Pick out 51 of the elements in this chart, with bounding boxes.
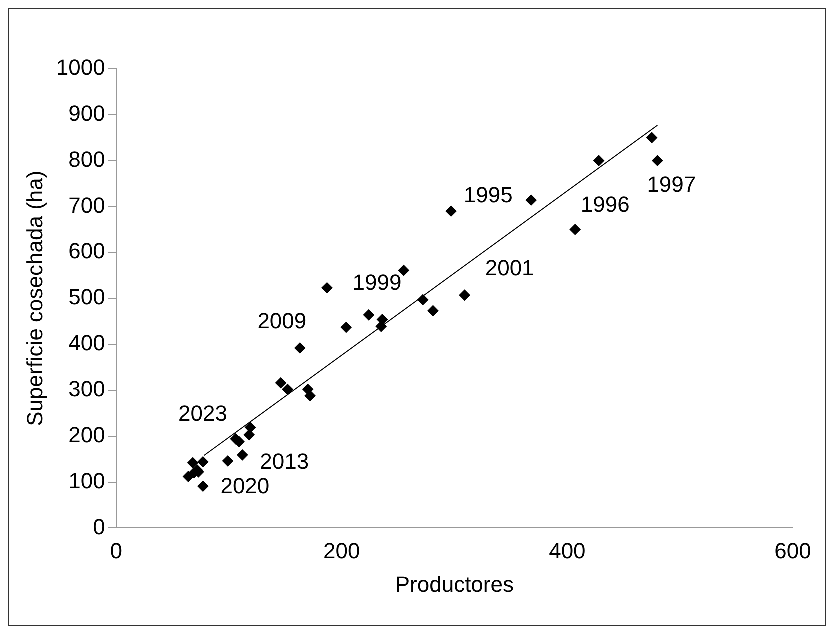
annotation: 2020	[220, 473, 270, 498]
point	[222, 456, 234, 467]
point	[446, 206, 457, 217]
point	[398, 265, 410, 276]
annotation: 1996	[580, 192, 630, 217]
point	[652, 155, 664, 166]
point	[428, 306, 439, 316]
y-tick-label: 400	[68, 330, 106, 356]
y-tick-label: 900	[68, 100, 106, 126]
point	[646, 132, 658, 144]
point	[376, 321, 387, 332]
y-tick-label: 600	[68, 238, 106, 264]
y-tick-label: 100	[68, 468, 106, 494]
x-tick-label: 0	[110, 538, 122, 564]
y-tick-label: 0	[93, 514, 106, 540]
annotation: 1997	[647, 172, 696, 197]
point	[363, 310, 374, 321]
y-tick-label: 800	[68, 146, 106, 172]
annotation: 1999	[352, 270, 402, 296]
point	[198, 480, 209, 492]
annotation: 2023	[178, 401, 228, 426]
point	[340, 322, 352, 334]
point	[198, 456, 209, 468]
y-tick-label: 500	[68, 284, 106, 310]
point	[282, 384, 294, 396]
point	[459, 290, 470, 301]
point	[275, 378, 286, 389]
point	[526, 194, 537, 206]
point	[244, 429, 255, 440]
point	[294, 342, 306, 354]
annotation: 1995	[464, 182, 513, 208]
x-tick-label: 400	[549, 538, 586, 564]
x-axis-title: Productores	[395, 572, 514, 597]
point	[304, 390, 316, 402]
annotation: 2009	[258, 308, 307, 334]
x-tick-label: 600	[774, 538, 812, 564]
annotation: 2013	[260, 449, 310, 474]
point	[570, 224, 581, 236]
x-tick-label: 200	[324, 538, 360, 564]
y-axis-title: Superficie cosechada (ha)	[22, 170, 48, 426]
y-tick-label: 200	[68, 422, 106, 448]
y-tick-label: 700	[68, 192, 106, 218]
point	[322, 282, 333, 294]
point	[594, 155, 605, 166]
annotation: 2001	[485, 255, 534, 280]
point	[188, 457, 199, 468]
point	[237, 450, 248, 461]
y-tick-label: 1000	[56, 55, 106, 80]
point	[418, 294, 429, 306]
point	[245, 422, 256, 434]
y-tick-label: 300	[68, 376, 106, 402]
